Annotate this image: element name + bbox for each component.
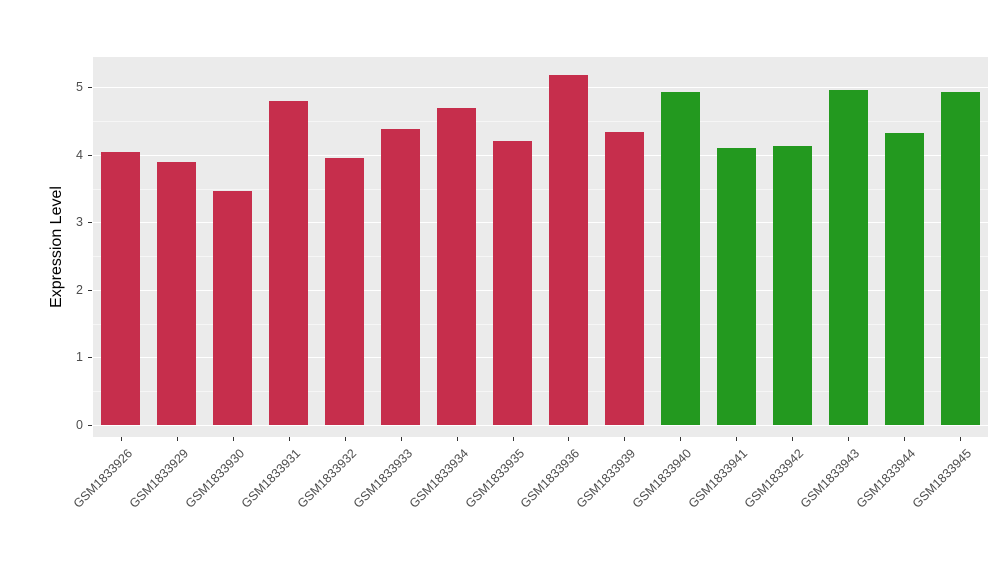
bar-GSM1833935	[493, 141, 533, 425]
bar-GSM1833939	[604, 131, 644, 425]
gridline-major	[93, 357, 988, 359]
gridline-minor	[93, 323, 988, 325]
x-tick-mark	[792, 437, 794, 441]
x-tick-mark	[176, 437, 178, 441]
bar-GSM1833930	[213, 191, 253, 425]
x-tick-label: GSM1833931	[238, 446, 303, 511]
gridline-minor	[93, 391, 988, 393]
bar-GSM1833940	[660, 92, 700, 425]
y-tick-mark	[88, 289, 92, 291]
y-tick-mark	[88, 222, 92, 224]
bar-GSM1833936	[548, 75, 588, 425]
x-tick-mark	[680, 437, 682, 441]
bar-GSM1833934	[437, 107, 477, 425]
bar-GSM1833942	[772, 146, 812, 425]
bar-GSM1833933	[381, 129, 421, 425]
x-tick-label: GSM1833939	[574, 446, 639, 511]
bar-GSM1833932	[325, 157, 365, 425]
gridline-major	[93, 289, 988, 291]
x-tick-label: GSM1833945	[909, 446, 975, 511]
x-tick-mark	[232, 437, 234, 441]
bar-GSM1833945	[940, 92, 980, 425]
gridline-minor	[93, 188, 988, 190]
gridline-major	[93, 222, 988, 224]
x-tick-label: GSM1833934	[406, 446, 471, 511]
gridline-major	[93, 87, 988, 89]
bar-GSM1833931	[269, 100, 309, 425]
y-tick-label: 0	[76, 418, 83, 432]
gridline-minor	[93, 121, 988, 123]
x-tick-mark	[568, 437, 570, 441]
x-tick-label: GSM1833940	[630, 446, 695, 511]
x-tick-label: GSM1833929	[126, 446, 192, 511]
x-tick-mark	[736, 437, 738, 441]
x-tick-label: GSM1833933	[350, 446, 415, 511]
x-tick-mark	[344, 437, 346, 441]
y-tick-mark	[88, 425, 92, 426]
bar-GSM1833929	[157, 161, 197, 425]
x-tick-mark	[904, 437, 906, 441]
gridline-major	[93, 154, 988, 156]
bar-GSM1833944	[884, 132, 924, 425]
y-tick-label: 4	[76, 147, 83, 162]
x-tick-mark	[624, 437, 626, 441]
x-tick-mark	[120, 437, 122, 441]
bar-GSM1833943	[828, 90, 868, 425]
bar-GSM1833926	[101, 151, 141, 425]
x-tick-mark	[512, 437, 514, 441]
y-tick-label: 1	[76, 350, 83, 365]
x-tick-mark	[960, 437, 962, 441]
x-tick-mark	[456, 437, 458, 441]
x-tick-mark	[848, 437, 850, 441]
x-tick-mark	[288, 437, 290, 441]
x-tick-label: GSM1833942	[741, 446, 807, 511]
plot-panel	[93, 57, 988, 437]
x-tick-label: GSM1833930	[182, 446, 248, 511]
y-tick-mark	[88, 357, 92, 359]
y-tick-label: 2	[76, 282, 83, 297]
y-tick-label: 5	[76, 80, 83, 95]
x-tick-mark	[400, 437, 402, 441]
bar-GSM1833941	[716, 148, 756, 425]
x-tick-label: GSM1833944	[853, 446, 919, 511]
x-tick-label: GSM1833926	[70, 446, 136, 511]
x-tick-label: GSM1833941	[686, 446, 751, 511]
y-tick-mark	[88, 87, 92, 89]
y-tick-label: 3	[76, 215, 83, 230]
x-tick-label: GSM1833932	[294, 446, 359, 511]
gridline-major	[93, 425, 988, 426]
x-tick-label: GSM1833943	[797, 446, 863, 511]
gridline-minor	[93, 256, 988, 258]
y-tick-mark	[88, 154, 92, 156]
